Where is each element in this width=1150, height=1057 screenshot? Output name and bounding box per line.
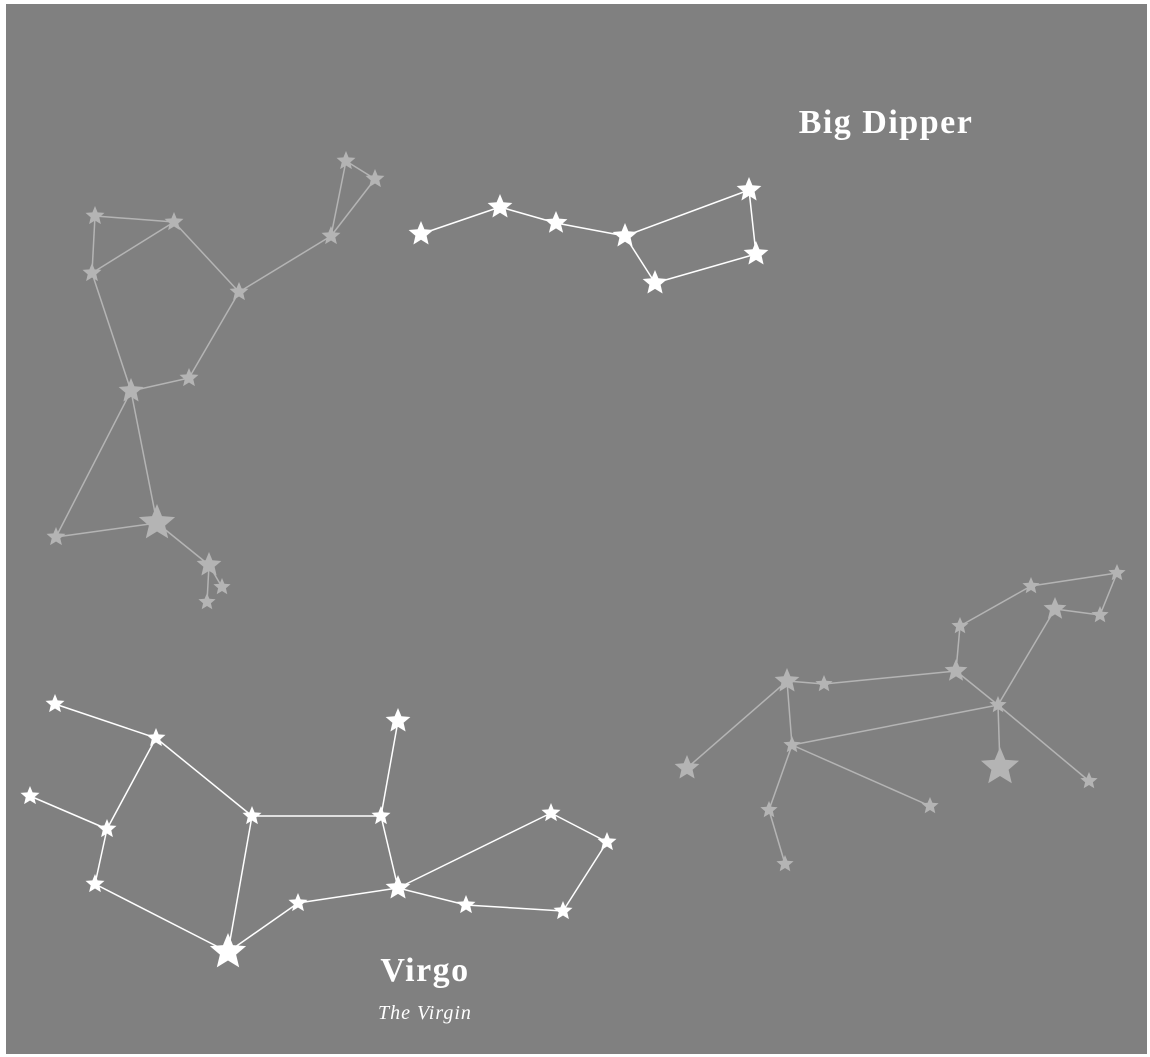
page: Big Dipper Virgo The Virgin (() => { con… xyxy=(0,0,1150,1057)
sky-background xyxy=(6,4,1147,1054)
big-dipper-label: Big Dipper xyxy=(799,104,974,141)
star-map: Big Dipper Virgo The Virgin xyxy=(0,0,1150,1057)
virgo-label: Virgo xyxy=(380,952,469,989)
virgo-subtitle: The Virgin xyxy=(378,1002,472,1024)
